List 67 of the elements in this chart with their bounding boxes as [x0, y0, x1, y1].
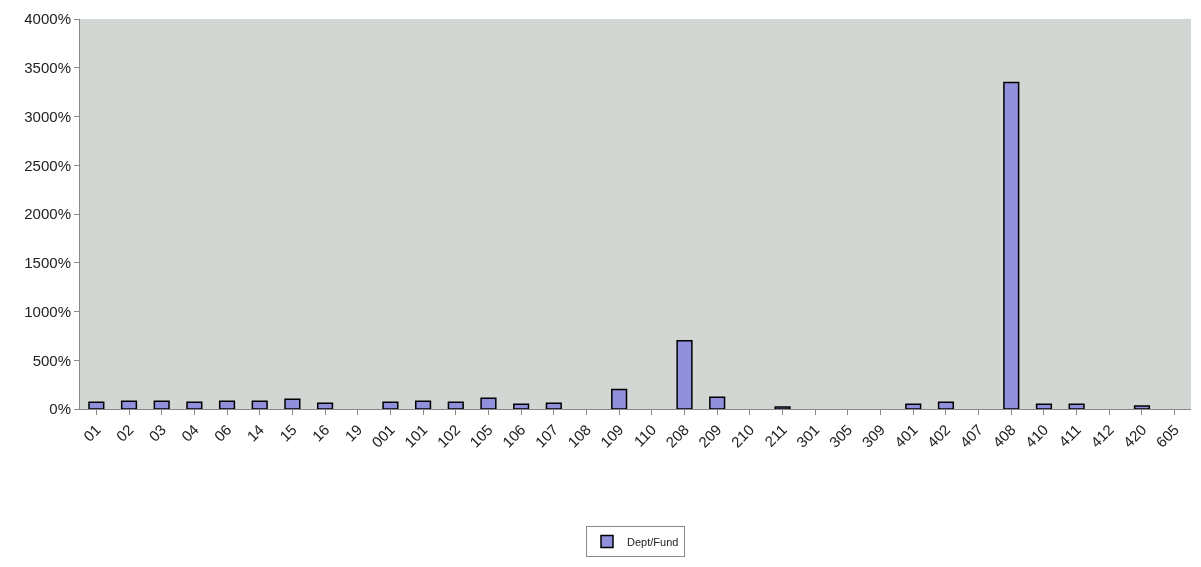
x-tick-label: 06: [210, 420, 235, 445]
x-tick-label: 14: [243, 420, 268, 445]
x-tick-label: 108: [564, 420, 594, 451]
x-tick-label: 408: [988, 420, 1019, 451]
x-tick-label: 01: [79, 420, 104, 445]
bar: [1003, 81, 1020, 409]
bar: [382, 401, 399, 409]
bar: [1068, 403, 1085, 409]
x-tick-label: 411: [1055, 420, 1085, 450]
x-tick-label: 02: [112, 420, 137, 445]
bar: [284, 398, 301, 409]
x-tick-label: 106: [498, 420, 529, 451]
y-tick-label: 2500%: [24, 156, 71, 174]
x-tick-label: 309: [858, 420, 888, 451]
bar: [88, 401, 105, 409]
y-tick-label: 500%: [32, 351, 71, 369]
bar: [676, 340, 693, 409]
x-tick-label: 110: [630, 420, 660, 450]
x-tick-label: 402: [923, 420, 954, 451]
bar: [513, 403, 530, 409]
legend-label: Dept/Fund: [627, 535, 679, 548]
bar: [905, 403, 922, 409]
y-tick-label: 0%: [49, 400, 71, 418]
bar: [611, 388, 628, 409]
y-tick-label: 4000%: [24, 10, 71, 28]
x-tick-label: 109: [596, 420, 627, 451]
x-tick-label: 19: [341, 420, 366, 445]
bar: [186, 401, 203, 409]
bar: [218, 400, 236, 409]
bar: [937, 401, 955, 409]
y-tick-label: 3500%: [24, 59, 71, 76]
x-tick-label: 211: [761, 420, 790, 450]
bar: [1133, 405, 1151, 409]
x-tick-label: 105: [466, 420, 496, 451]
bar: [153, 400, 170, 409]
x-tick-label: 04: [177, 420, 202, 445]
x-tick-label: 407: [956, 420, 987, 451]
x-tick-label: 410: [1021, 420, 1052, 451]
y-tick-label: 1500%: [24, 254, 71, 271]
x-tick-label: 210: [727, 420, 758, 451]
bar: [1035, 403, 1053, 409]
bar: [545, 402, 562, 409]
bar: [120, 400, 138, 409]
x-tick-label: 101: [400, 420, 431, 451]
bar: [251, 400, 268, 409]
y-tick-label: 2000%: [24, 205, 71, 223]
y-tick-label: 1000%: [24, 302, 71, 320]
x-tick-label: 16: [308, 420, 333, 445]
x-tick-label: 03: [145, 420, 170, 445]
x-tick-label: 102: [433, 420, 464, 451]
x-tick-label: 15: [276, 420, 300, 445]
x-tick-label: 107: [531, 420, 562, 451]
y-tick-label: 3000%: [24, 107, 71, 125]
bar: [480, 397, 497, 409]
x-tick-label: 209: [694, 420, 725, 451]
x-tick-label: 412: [1087, 420, 1117, 451]
x-tick-label: 420: [1119, 420, 1150, 451]
x-tick-label: 605: [1152, 420, 1183, 451]
x-tick-label: 208: [662, 420, 692, 451]
bar: [415, 400, 432, 409]
x-tick-label: 305: [825, 420, 856, 451]
bar: [316, 402, 334, 409]
x-tick-label: 401: [890, 420, 921, 451]
bar: [447, 401, 464, 409]
x-tick-label: 001: [368, 420, 398, 451]
bar: [709, 396, 726, 409]
x-tick-label: 301: [792, 420, 823, 451]
